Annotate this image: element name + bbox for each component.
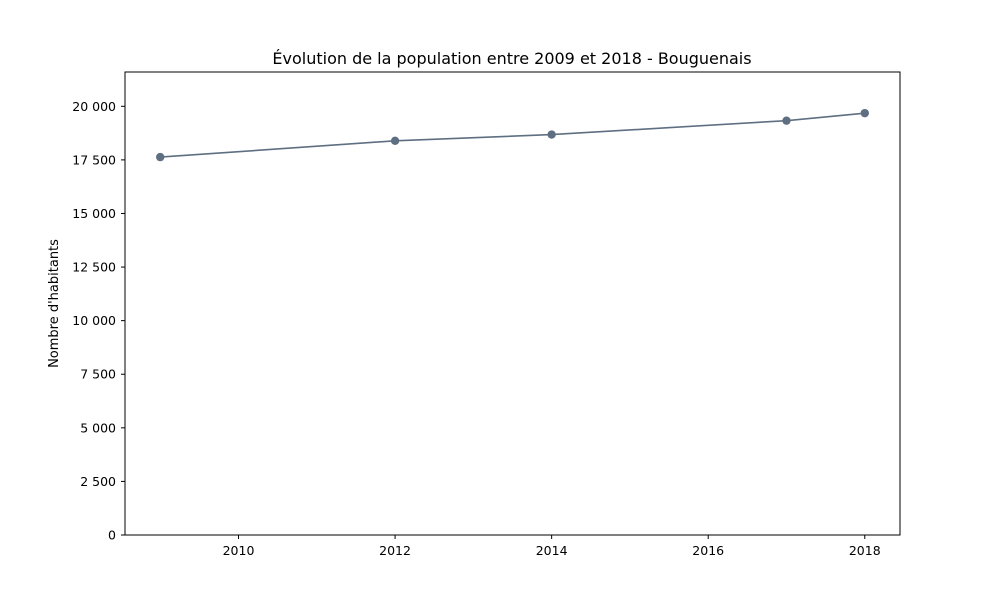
series-line [160, 112, 865, 158]
y-tick-label: 0 [108, 528, 116, 543]
data-point [782, 116, 791, 125]
data-point [390, 136, 400, 146]
y-tick-label: 2 500 [80, 474, 116, 489]
y-tick-label: 20 000 [72, 99, 116, 114]
y-tick-label: 5 000 [80, 420, 116, 435]
chart-title: Évolution de la population entre 2009 et… [272, 49, 751, 68]
data-point [547, 130, 556, 139]
x-tick-label: 2014 [536, 543, 568, 558]
x-tick-label: 2016 [692, 543, 724, 558]
y-axis-label: Nombre d'habitants [47, 239, 62, 368]
y-tick-label: 15 000 [72, 206, 116, 221]
data-point [156, 152, 165, 162]
y-tick-label: 17 500 [72, 152, 116, 167]
y-tick-label: 7 500 [80, 367, 116, 382]
x-axis: 2010 2012 2014 2016 2018 [223, 535, 881, 558]
plot-area [124, 71, 901, 536]
x-tick-label: 2018 [849, 543, 881, 558]
x-tick-label: 2010 [223, 543, 255, 558]
series-group [156, 108, 869, 162]
y-tick-label: 12 500 [72, 260, 116, 275]
y-axis: 0 2 500 5 000 7 500 10 000 12 500 15 000 17 500… [72, 99, 125, 543]
x-tick-label: 2012 [379, 543, 411, 558]
y-tick-label: 10 000 [72, 313, 116, 328]
data-point [860, 108, 869, 118]
